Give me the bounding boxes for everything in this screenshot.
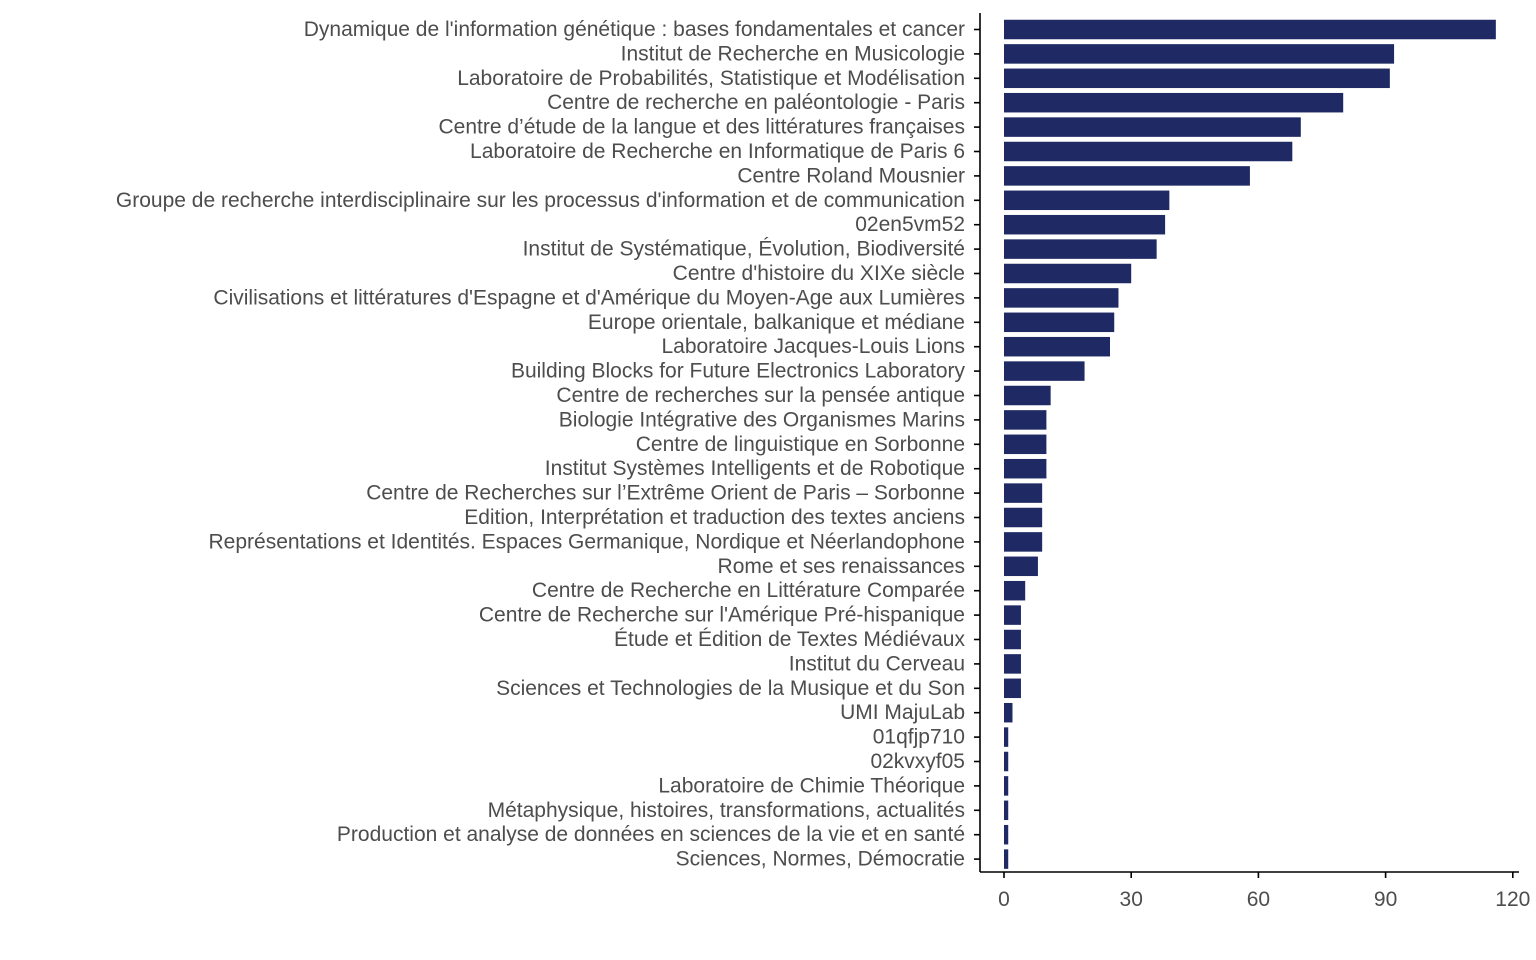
x-tick-label: 60 (1247, 888, 1270, 911)
category-label: Sciences et Technologies de la Musique e… (496, 677, 965, 700)
bar (1004, 507, 1043, 528)
category-label: Centre de recherches sur la pensée antiq… (556, 384, 965, 407)
category-label: Europe orientale, balkanique et médiane (588, 311, 965, 334)
bar (1004, 166, 1250, 186)
bar (1004, 434, 1047, 455)
category-label: Représentations et Identités. Espaces Ge… (209, 530, 965, 553)
category-label: Groupe de recherche interdisciplinaire s… (116, 189, 965, 212)
bar (1004, 727, 1009, 747)
x-tick-label: 30 (1120, 888, 1143, 911)
bar (1004, 410, 1047, 430)
bar (1004, 361, 1085, 381)
category-label: 02en5vm52 (855, 213, 965, 236)
bar (1004, 678, 1021, 699)
bar (1004, 580, 1026, 601)
bar (1004, 19, 1496, 40)
bar (1004, 824, 1009, 845)
category-label: Centre Roland Mousnier (737, 164, 965, 187)
category-label: Institut Systèmes Intelligents et de Rob… (545, 457, 965, 480)
category-label: Centre de Recherche sur l'Amérique Pré-h… (479, 604, 965, 627)
bar (1004, 800, 1009, 821)
bars-group (1004, 19, 1496, 869)
category-label: Institut de Systématique, Évolution, Bio… (523, 238, 965, 261)
category-label: Centre de Recherche en Littérature Compa… (532, 579, 965, 602)
bar (1004, 44, 1395, 64)
category-label: Laboratoire de Recherche en Informatique… (470, 140, 965, 163)
category-label: Biologie Intégrative des Organismes Mari… (559, 408, 965, 431)
bar (1004, 605, 1021, 625)
category-label: 02kvxyf05 (870, 750, 965, 773)
category-label: Laboratoire de Probabilités, Statistique… (457, 67, 965, 90)
bar (1004, 92, 1344, 113)
category-label: Centre d’étude de la langue et des litté… (439, 116, 966, 139)
category-label: Rome et ses renaissances (718, 555, 965, 578)
category-label: Building Blocks for Future Electronics L… (511, 360, 966, 383)
category-label: 01qfjp710 (873, 726, 965, 749)
category-label: Laboratoire Jacques-Louis Lions (661, 335, 965, 358)
category-label: Centre de recherche en paléontologie - P… (547, 91, 965, 114)
category-label: Edition, Interprétation et traduction de… (464, 506, 965, 529)
x-tick-label: 120 (1495, 888, 1530, 911)
category-label: Métaphysique, histoires, transformations… (488, 799, 965, 822)
bar (1004, 849, 1009, 869)
category-label: Sciences, Normes, Démocratie (676, 848, 965, 871)
category-label: Centre d'histoire du XIXe siècle (673, 262, 965, 285)
category-labels-group: Dynamique de l'information génétique : b… (116, 18, 966, 871)
bar (1004, 141, 1293, 162)
bar (1004, 776, 1009, 796)
bar (1004, 190, 1170, 211)
category-label: Dynamique de l'information génétique : b… (304, 18, 965, 41)
category-label: Centre de Recherches sur l’Extrême Orien… (366, 482, 965, 505)
category-label: Étude et Édition de Textes Médiévaux (614, 628, 966, 651)
category-label: UMI MajuLab (840, 701, 965, 724)
bar (1004, 702, 1013, 723)
category-label: Civilisations et littératures d'Espagne … (213, 286, 965, 309)
bar (1004, 214, 1166, 235)
bar (1004, 556, 1038, 577)
bar (1004, 483, 1043, 503)
bar (1004, 751, 1009, 772)
bar (1004, 385, 1051, 406)
category-label: Laboratoire de Chimie Théorique (658, 774, 965, 797)
bar (1004, 239, 1157, 259)
bar (1004, 532, 1043, 552)
x-tick-label: 90 (1374, 888, 1397, 911)
bar (1004, 68, 1390, 89)
bar (1004, 263, 1132, 284)
bar (1004, 458, 1047, 479)
bar (1004, 288, 1119, 308)
bar (1004, 312, 1115, 333)
category-label: Production et analyse de données en scie… (337, 823, 965, 846)
axes-group: 0 30 60 90 120 (974, 13, 1530, 911)
bar (1004, 629, 1021, 650)
category-label: Centre de linguistique en Sorbonne (636, 433, 965, 456)
category-label: Institut du Cerveau (789, 652, 965, 675)
bar (1004, 117, 1301, 137)
bar (1004, 654, 1021, 674)
category-label: Institut de Recherche en Musicologie (621, 42, 965, 65)
bar (1004, 336, 1110, 357)
x-tick-label: 0 (998, 888, 1010, 911)
